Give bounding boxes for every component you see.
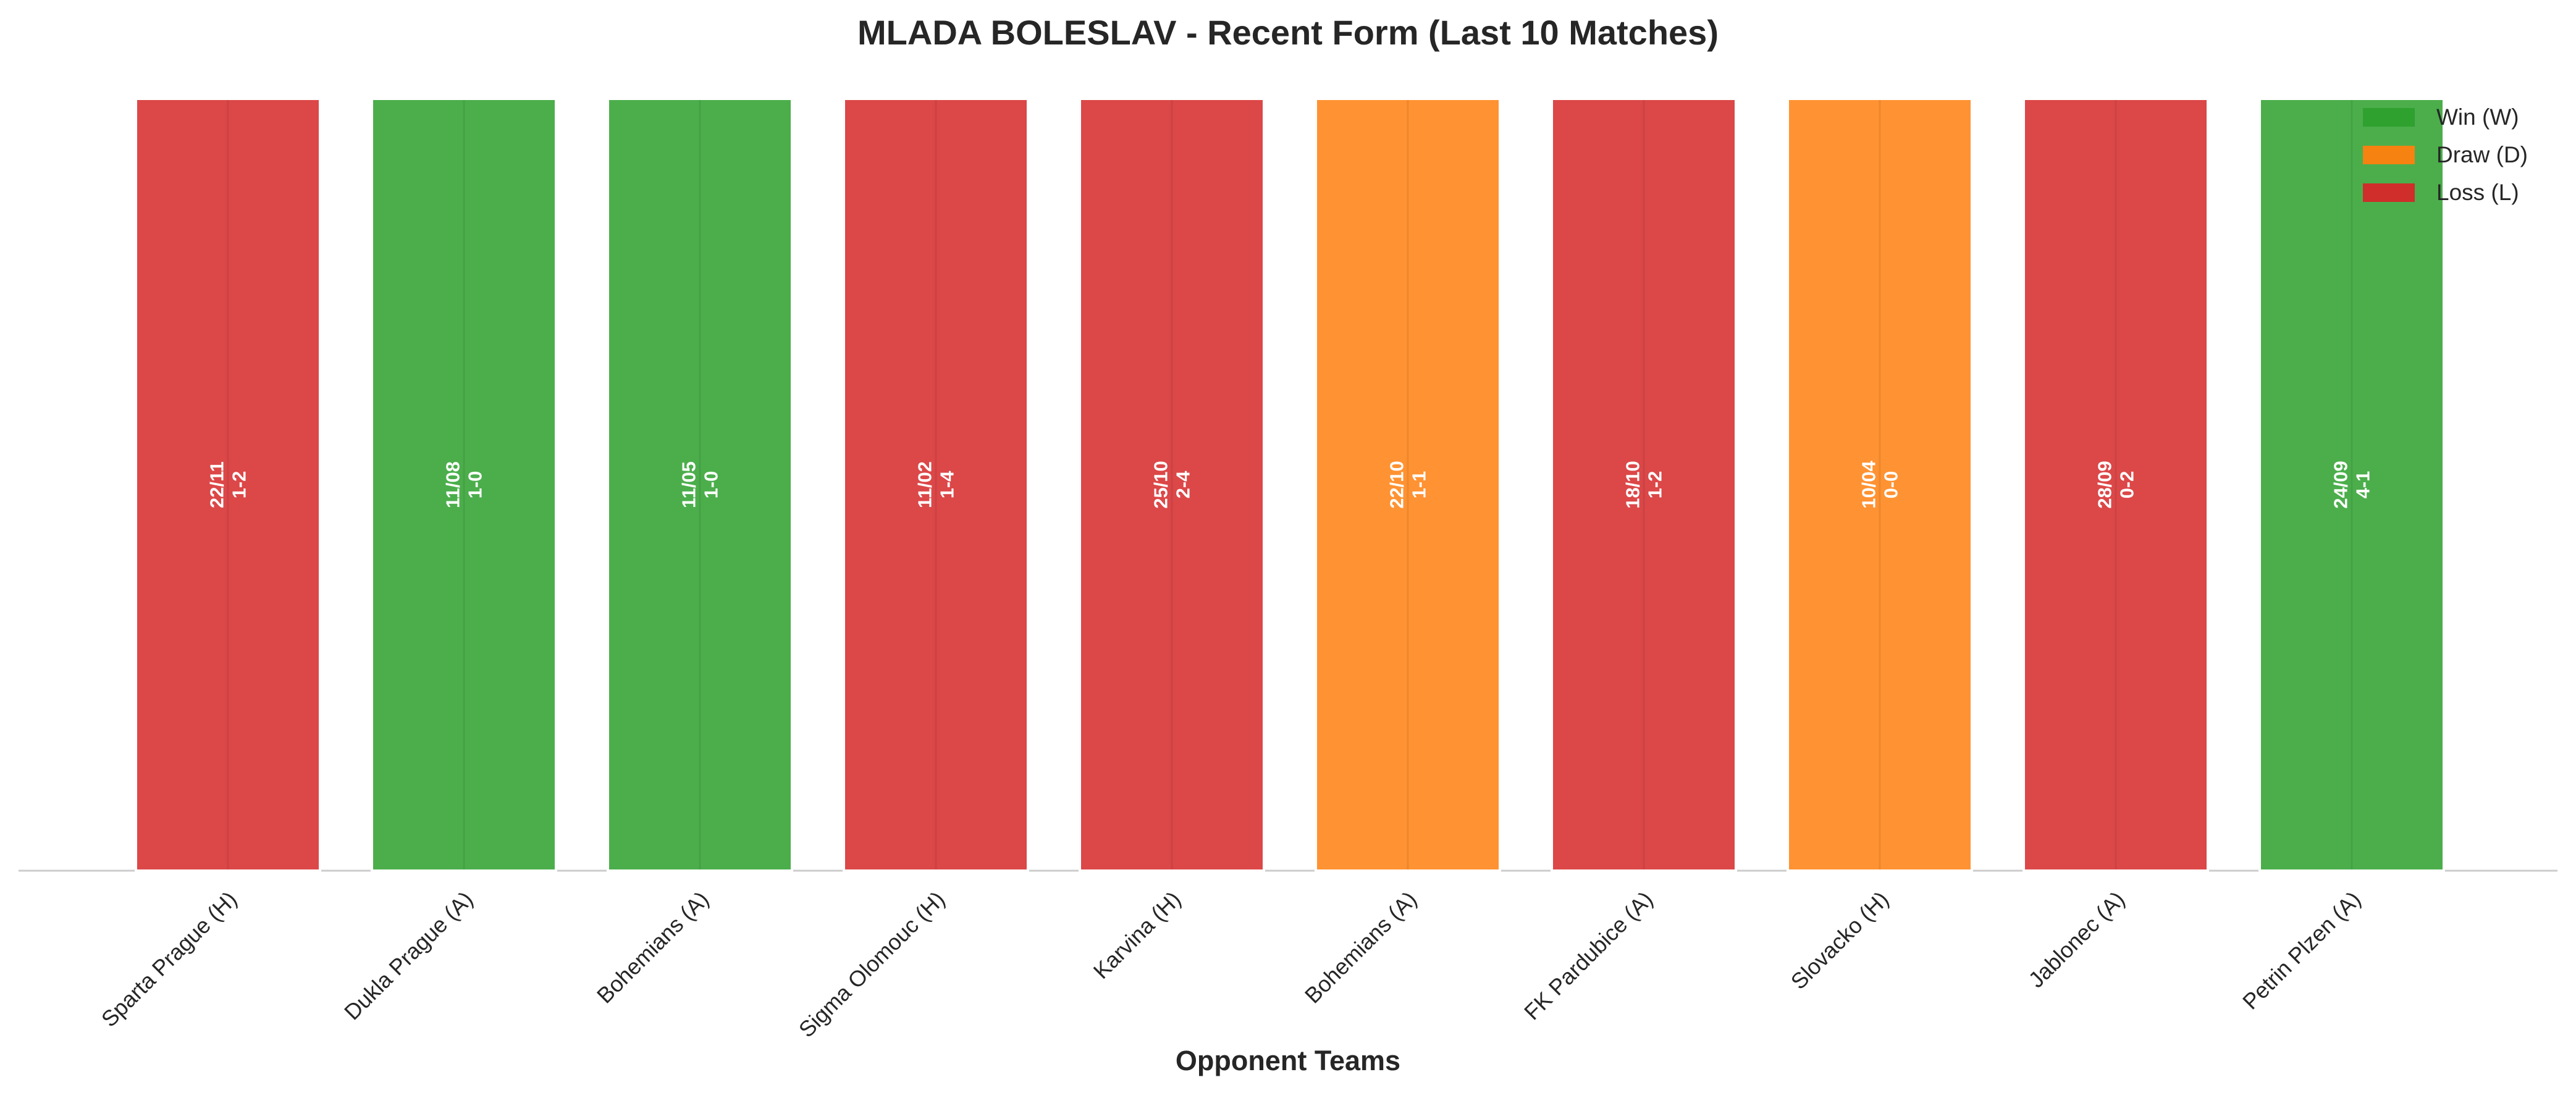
legend-swatch-l (2363, 183, 2415, 202)
x-tick-label-7: FK Pardubice (A) (1519, 886, 1657, 1024)
x-tick-label-2: Dukla Prague (A) (339, 886, 478, 1024)
bar-score-label-3: 1-0 (701, 471, 722, 499)
x-tick-label-8: Slovacko (H) (1786, 886, 1894, 994)
legend-label-l: Loss (L) (2436, 180, 2519, 205)
bar-date-label-9: 28/09 (2094, 461, 2116, 509)
bar-score-label-7: 1-2 (1644, 471, 1666, 499)
bar-date-label-1: 22/11 (206, 461, 228, 508)
bar-score-label-5: 2-4 (1172, 471, 1194, 499)
x-tick-label-1: Sparta Prague (H) (96, 886, 242, 1032)
bar-date-label-8: 10/04 (1858, 460, 1880, 508)
bar-10 (2258, 98, 2445, 872)
bar-score-label-2: 1-0 (465, 471, 486, 499)
bar-6 (1315, 98, 1501, 872)
x-axis-label: Opponent Teams (1176, 1045, 1400, 1076)
legend-swatch-w (2363, 108, 2415, 127)
x-tick-label-9: Jablonec (A) (2023, 886, 2129, 992)
bar-8 (1787, 98, 1973, 872)
bar-date-label-2: 11/08 (442, 461, 464, 508)
bar-score-label-8: 0-0 (1880, 471, 1902, 499)
legend-label-d: Draw (D) (2436, 142, 2528, 167)
bar-2 (371, 98, 557, 872)
legend-swatch-d (2363, 146, 2415, 164)
bar-score-label-10: 4-1 (2352, 471, 2374, 499)
bar-3 (607, 98, 793, 872)
legend: Win (W) Draw (D) Loss (L) (2363, 104, 2528, 205)
x-tick-label-6: Bohemians (A) (1300, 886, 1421, 1008)
bar-9 (2022, 98, 2209, 872)
legend-label-w: Win (W) (2436, 104, 2519, 130)
bar-7 (1551, 98, 1737, 872)
bar-date-label-10: 24/09 (2330, 461, 2352, 509)
bar-score-label-4: 1-4 (937, 471, 958, 499)
x-tick-label-5: Karvina (H) (1088, 886, 1186, 984)
bar-labels-group: 22/11 1-2 11/08 1-0 11/05 1-0 11/02 1-4 25/10 2-4… (206, 460, 2374, 508)
bar-date-label-7: 18/10 (1622, 461, 1644, 509)
x-tick-label-10: Petrin Plzen (A) (2237, 886, 2365, 1014)
bar-5 (1079, 98, 1265, 872)
bar-1 (135, 98, 321, 872)
bar-score-label-6: 1-1 (1408, 471, 1430, 499)
bar-4 (843, 98, 1029, 872)
bar-date-label-3: 11/05 (678, 461, 700, 508)
bar-date-label-4: 11/02 (914, 461, 936, 508)
x-tick-label-4: Sigma Olomouc (H) (794, 886, 949, 1042)
chart-title: MLADA BOLESLAV - Recent Form (Last 10 Ma… (857, 13, 1719, 52)
bar-score-label-9: 0-2 (2116, 471, 2138, 499)
x-tick-label-3: Bohemians (A) (592, 886, 713, 1008)
bar-date-label-5: 25/10 (1150, 461, 1172, 509)
bars-group (135, 98, 2445, 872)
x-tick-labels: Sparta Prague (H) Dukla Prague (A) Bohemia… (96, 886, 2366, 1042)
bar-date-label-6: 22/10 (1386, 461, 1408, 509)
bar-score-label-1: 1-2 (229, 471, 250, 499)
